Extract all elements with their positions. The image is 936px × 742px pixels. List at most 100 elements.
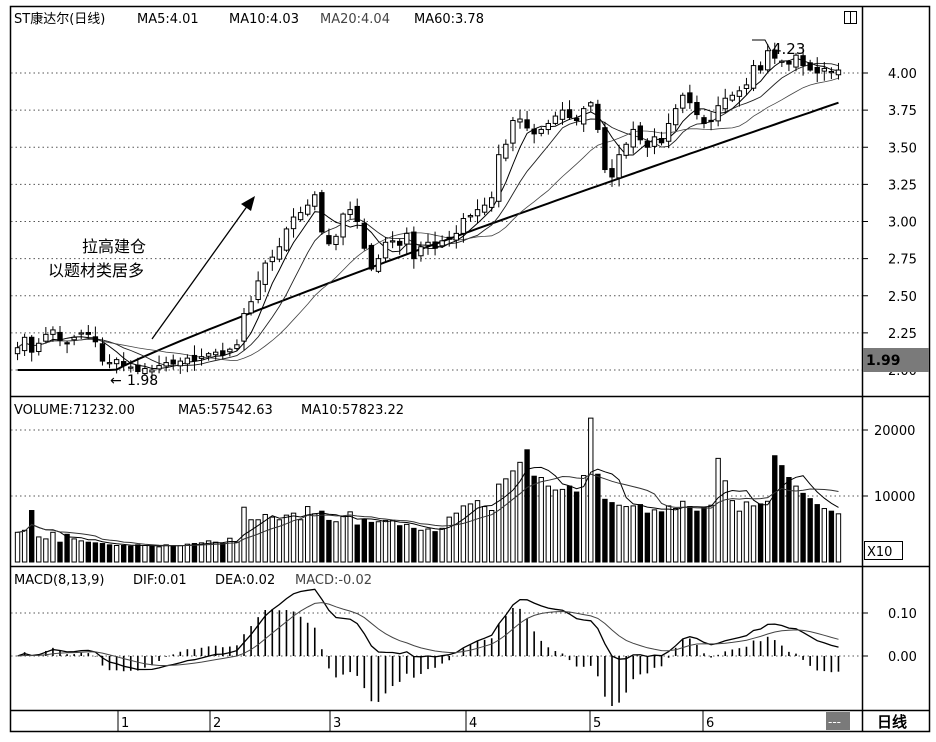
price-tick-label: 4.00 xyxy=(888,67,917,82)
dea-readout: DEA:0.02 xyxy=(215,573,275,588)
candle-body xyxy=(446,236,452,240)
volume-bar xyxy=(453,512,460,563)
candle-body xyxy=(764,50,771,71)
candle-body xyxy=(786,60,792,65)
volume-bar xyxy=(227,537,233,563)
period-label[interactable]: 日线 xyxy=(877,713,907,731)
candle-body xyxy=(772,49,778,59)
volume-bar xyxy=(432,531,438,563)
volume-bar xyxy=(248,519,254,563)
volume-bar xyxy=(283,514,290,563)
volume-bar xyxy=(43,538,49,563)
volume-bar xyxy=(212,541,219,563)
candle-body xyxy=(312,194,318,207)
candle-body xyxy=(99,343,106,362)
volume-bar xyxy=(630,505,636,563)
candle-body xyxy=(793,54,799,68)
volume-bar xyxy=(290,512,297,563)
candle-body xyxy=(276,246,283,260)
month-label: 3 xyxy=(333,716,341,731)
candle-body xyxy=(50,329,56,335)
volume-readout: VOLUME:71232.00 xyxy=(14,403,135,418)
volume-bar xyxy=(28,510,35,563)
volume-bar xyxy=(297,519,304,563)
volume-bar xyxy=(276,519,283,563)
candle-body xyxy=(488,197,495,208)
volume-unit-box[interactable] xyxy=(864,541,903,560)
candle-body xyxy=(432,241,438,249)
volume-bar xyxy=(510,470,516,563)
candle-body xyxy=(36,342,42,353)
candle-body xyxy=(262,262,268,285)
candle-body xyxy=(481,204,488,213)
candle-body xyxy=(113,359,120,365)
volume-bar xyxy=(800,492,806,563)
candle-body xyxy=(566,109,573,119)
volume-bar xyxy=(623,506,629,563)
annotation-line1: 拉高建仓 xyxy=(82,237,146,256)
volume-bar xyxy=(488,510,495,563)
volume-bar xyxy=(736,510,743,563)
volume-bar xyxy=(665,505,672,563)
candle-body xyxy=(588,102,594,107)
volume-bar xyxy=(85,541,92,563)
month-label: 2 xyxy=(213,716,221,731)
volume-bar xyxy=(50,531,56,563)
candle-body xyxy=(807,62,813,71)
candle-body xyxy=(191,354,198,362)
volume-unit: X10 xyxy=(867,545,892,560)
candle-body xyxy=(496,154,502,202)
candle-body xyxy=(220,350,226,356)
volume-bar xyxy=(425,528,431,563)
candle-body xyxy=(375,258,382,272)
volume-bar xyxy=(396,525,403,563)
volume-tick-label: 20000 xyxy=(874,424,915,439)
candle-body xyxy=(198,356,205,359)
candle-body xyxy=(227,348,233,353)
rise-arrow-line xyxy=(151,204,249,340)
candle-body xyxy=(552,115,559,124)
candle-body xyxy=(333,235,339,245)
current-price-box xyxy=(863,348,929,372)
candle-body xyxy=(687,92,693,104)
volume-bar xyxy=(588,417,594,563)
volume-bar xyxy=(481,506,488,563)
candle-body xyxy=(340,213,346,238)
candle-body xyxy=(715,105,721,122)
candle-body xyxy=(177,360,184,367)
candle-body xyxy=(418,246,424,257)
candle-body xyxy=(78,332,84,335)
volume-bar xyxy=(262,513,268,563)
volume-ma10-line xyxy=(17,473,839,547)
candle-body xyxy=(524,119,530,129)
volume-bar xyxy=(687,506,693,563)
candle-body xyxy=(743,84,750,89)
volume-bar xyxy=(255,519,261,563)
volume-bar xyxy=(503,478,509,563)
volume-bar xyxy=(319,510,325,563)
candle-body xyxy=(382,241,389,259)
macd-value-readout: MACD:-0.02 xyxy=(295,573,372,588)
volume-bar xyxy=(135,544,141,563)
end-box-label: --- xyxy=(828,715,841,729)
candle-body xyxy=(821,68,828,72)
candle-body xyxy=(14,347,21,355)
volume-ma5-readout: MA5:57542.63 xyxy=(178,403,273,418)
volume-bar xyxy=(580,475,587,563)
end-box[interactable] xyxy=(826,712,850,730)
ma20-line xyxy=(17,77,839,361)
volume-bar xyxy=(531,475,537,563)
candle-body xyxy=(368,244,375,270)
candle-body xyxy=(644,140,651,148)
volume-bar xyxy=(729,500,736,563)
volume-ma-lines xyxy=(17,466,839,547)
volume-bar xyxy=(21,529,28,563)
candle-body xyxy=(545,122,552,131)
candle-body xyxy=(64,342,70,345)
volume-bar xyxy=(326,519,332,563)
volume-bar xyxy=(304,506,311,563)
candle-body xyxy=(170,359,176,365)
price-tick-label: 2.50 xyxy=(888,290,917,305)
window-restore-icon[interactable] xyxy=(844,11,857,24)
volume-bar xyxy=(602,498,608,563)
